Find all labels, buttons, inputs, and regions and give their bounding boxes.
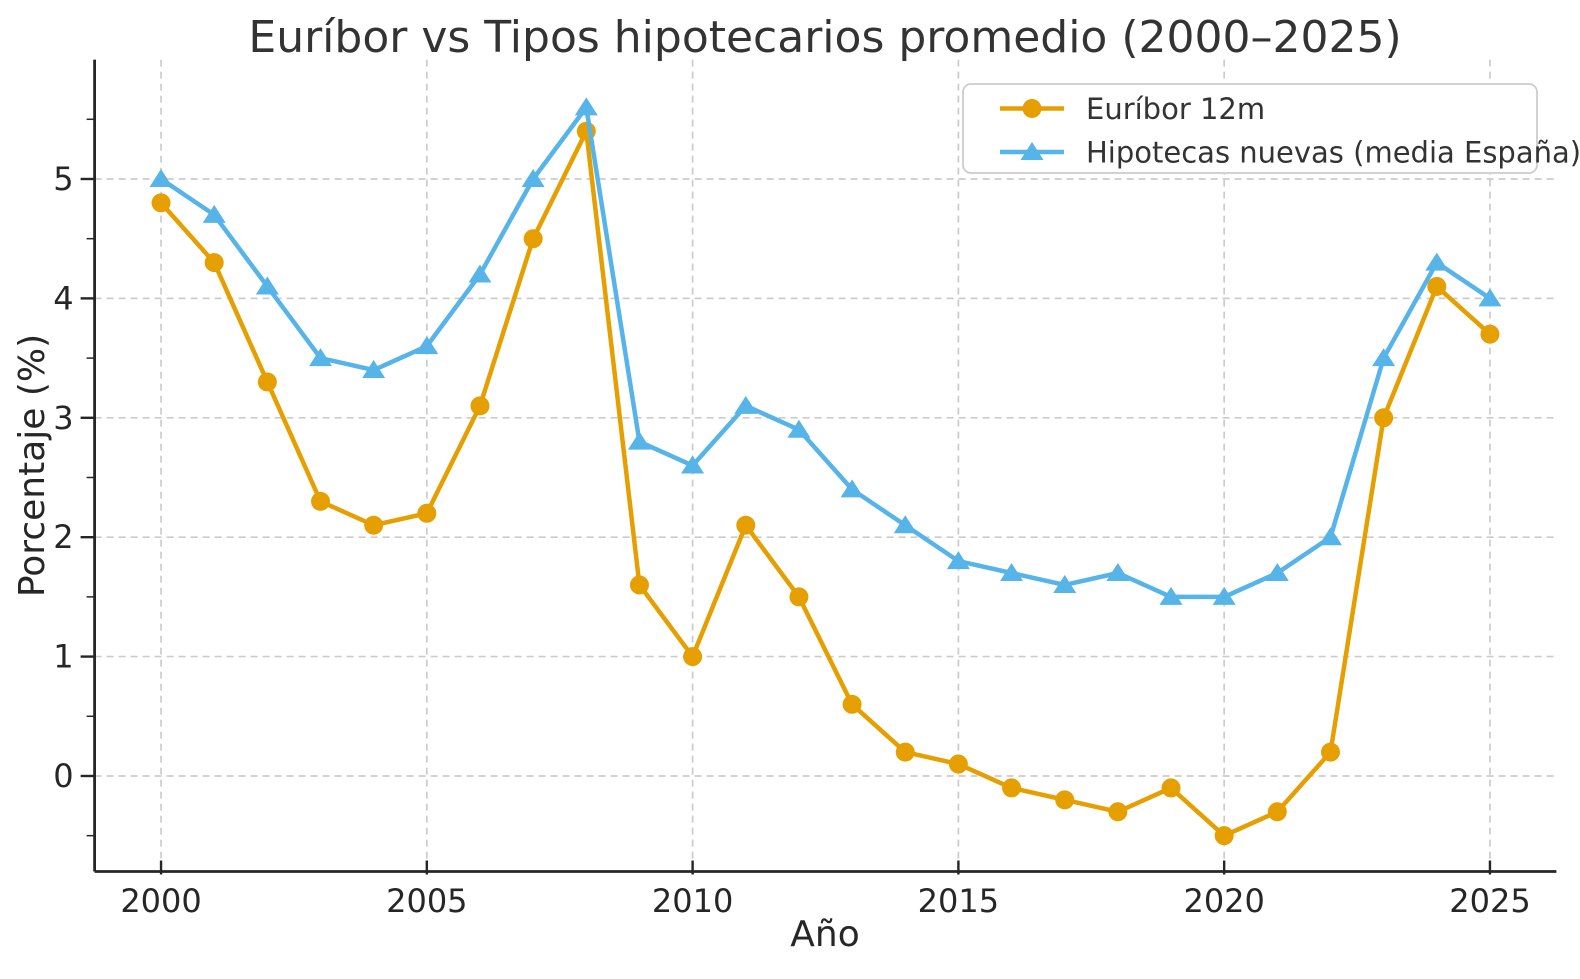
data-point-circle: [470, 396, 490, 416]
x-tick-label: 2020: [1183, 882, 1264, 920]
data-point-triangle: [1425, 252, 1449, 271]
y-axis-label: Porcentaje (%): [12, 334, 53, 597]
data-point-circle: [1374, 408, 1394, 428]
data-point-circle: [1267, 802, 1287, 822]
data-point-triangle: [362, 360, 386, 379]
data-point-circle: [364, 515, 384, 535]
legend-triangle-marker-icon: [1020, 142, 1044, 160]
data-point-circle: [417, 503, 437, 523]
series-polyline: [158, 128, 1493, 838]
data-point-triangle: [1053, 574, 1077, 593]
axis-ticks: [80, 118, 1492, 875]
data-point-triangle: [1478, 288, 1502, 307]
data-point-triangle: [1212, 586, 1236, 605]
data-point-circle: [1055, 790, 1075, 810]
legend-label-euribor: Euríbor 12m: [1086, 92, 1265, 126]
data-point-circle: [1108, 802, 1128, 822]
legend-circle-marker-icon: [1022, 99, 1042, 118]
y-tick-labels: 0 1 2 3 4 5: [53, 160, 73, 795]
data-point-circle: [1480, 324, 1500, 344]
legend-box: [962, 83, 1538, 174]
data-point-triangle: [787, 419, 811, 438]
data-point-triangle: [1159, 586, 1183, 605]
data-point-circle: [842, 694, 862, 714]
x-tick-labels: 2000 2005 2010 2015 2020 2025: [120, 882, 1530, 920]
data-point-circle: [683, 647, 703, 667]
data-point-circle: [1320, 742, 1340, 762]
series-euribor: [151, 121, 1500, 846]
y-tick-label: 0: [53, 757, 73, 795]
data-point-triangle: [840, 479, 864, 498]
data-point-triangle: [149, 168, 173, 187]
data-point-circle: [523, 229, 543, 249]
x-tick-label: 2025: [1449, 882, 1530, 920]
chart-title: Euríbor vs Tipos hipotecarios promedio (…: [248, 12, 1401, 63]
legend: Euríbor 12m Hipotecas nuevas (media Espa…: [962, 83, 1580, 174]
data-point-circle: [1161, 778, 1181, 798]
y-tick-label: 3: [53, 399, 73, 437]
data-point-circle: [151, 193, 171, 213]
data-point-circle: [1002, 778, 1022, 798]
data-point-circle: [948, 754, 968, 774]
data-point-triangle: [946, 551, 970, 570]
x-axis-label: Año: [790, 914, 859, 955]
data-point-triangle: [1372, 348, 1396, 367]
series-hipotecas: [149, 97, 1502, 605]
data-point-triangle: [681, 455, 705, 474]
y-tick-label: 1: [53, 638, 73, 676]
data-point-triangle: [893, 515, 917, 534]
data-point-circle: [1427, 276, 1447, 296]
x-tick-label: 2015: [918, 882, 999, 920]
data-point-circle: [629, 575, 649, 595]
data-point-triangle: [627, 431, 651, 450]
data-point-triangle: [734, 395, 758, 414]
data-point-triangle: [574, 97, 598, 116]
data-point-circle: [1214, 826, 1234, 846]
data-point-triangle: [1106, 563, 1130, 582]
data-point-circle: [257, 372, 277, 392]
data-point-triangle: [1318, 527, 1342, 546]
data-point-circle: [311, 491, 331, 511]
y-tick-label: 5: [53, 160, 73, 198]
x-tick-label: 2005: [386, 882, 467, 920]
data-point-circle: [789, 587, 809, 607]
data-point-triangle: [1000, 563, 1024, 582]
series-polyline: [158, 105, 1493, 600]
data-point-triangle: [309, 348, 333, 367]
data-point-triangle: [1265, 563, 1289, 582]
legend-label-hipotecas: Hipotecas nuevas (media España): [1086, 136, 1580, 170]
data-point-circle: [736, 515, 756, 535]
data-point-circle: [204, 253, 224, 273]
y-tick-label: 4: [53, 279, 73, 317]
data-point-triangle: [521, 168, 545, 187]
data-point-triangle: [415, 336, 439, 355]
data-point-triangle: [255, 276, 279, 295]
gridlines: [94, 59, 1557, 872]
data-point-triangle: [468, 264, 492, 283]
x-tick-label: 2010: [652, 882, 733, 920]
x-tick-label: 2000: [120, 882, 201, 920]
data-point-circle: [895, 742, 915, 762]
data-point-triangle: [202, 204, 226, 223]
series-lines: [149, 97, 1502, 846]
y-tick-label: 2: [53, 518, 73, 556]
